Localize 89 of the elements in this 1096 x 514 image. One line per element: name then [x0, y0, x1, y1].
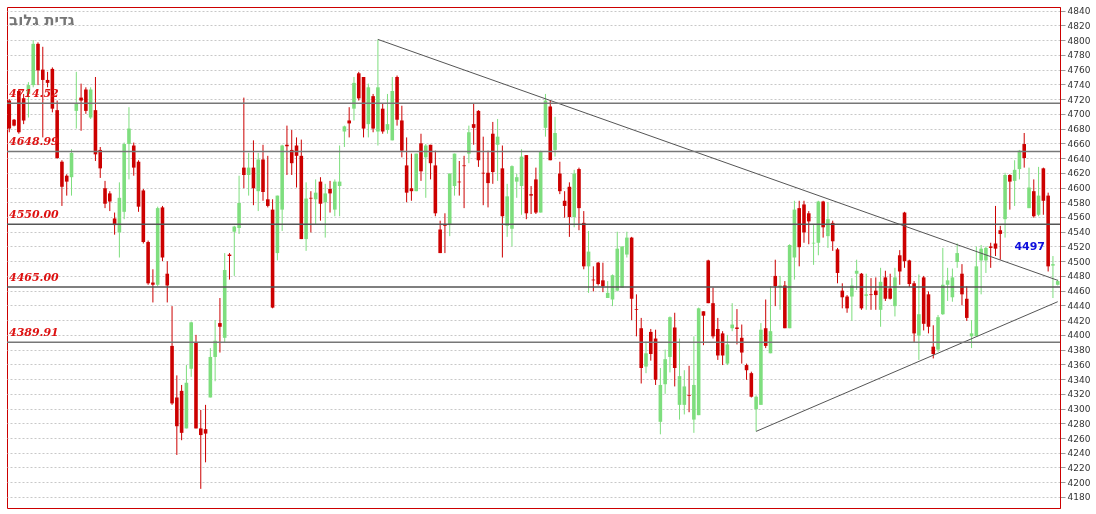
candlestick	[553, 116, 557, 158]
candlestick	[558, 161, 562, 195]
candlestick	[830, 220, 835, 252]
y-tick-label: 4380	[1067, 345, 1091, 356]
y-tick-label: 4660	[1067, 138, 1091, 149]
candlestick	[840, 282, 845, 309]
y-tick-label: 4700	[1067, 109, 1091, 120]
candlestick	[481, 136, 486, 206]
candlestick	[888, 273, 892, 300]
candlestick	[203, 404, 208, 463]
candlestick	[266, 155, 270, 208]
y-tick-label: 4620	[1067, 168, 1091, 179]
candlestick	[151, 268, 155, 303]
y-tick-label: 4780	[1067, 50, 1091, 61]
candlestick	[917, 273, 921, 361]
y-tick-label: 4580	[1067, 197, 1091, 208]
y-tick-label: 4680	[1067, 124, 1091, 135]
y-tick-label: 4800	[1067, 35, 1091, 46]
candlestick	[438, 220, 442, 254]
y-tick-label: 4240	[1067, 448, 1091, 459]
y-tick-label: 4820	[1067, 20, 1091, 31]
candlestick	[467, 125, 471, 164]
candlestick	[701, 310, 706, 346]
y-tick-label: 4200	[1067, 477, 1091, 488]
candlestick	[218, 297, 222, 354]
candlestick	[1008, 173, 1012, 211]
candlestick	[213, 319, 217, 382]
candlestick	[826, 201, 830, 249]
candlestick	[634, 293, 639, 337]
y-tick-label: 4180	[1067, 492, 1091, 503]
candlestick	[309, 190, 313, 233]
y-tick-label: 4640	[1067, 153, 1091, 164]
y-tick-label: 4720	[1067, 94, 1091, 105]
y-tick-label: 4320	[1067, 389, 1091, 400]
candlestick	[964, 285, 969, 322]
candlestick	[739, 324, 744, 365]
candlestick	[1027, 167, 1031, 209]
y-tick-label: 4460	[1067, 286, 1091, 297]
candlestick	[198, 409, 203, 490]
y-tick-label: 4840	[1067, 6, 1091, 17]
candlestick	[735, 308, 739, 345]
ref-line-label: 4389.91	[9, 326, 59, 340]
candlestick	[773, 259, 778, 307]
candlestick	[423, 143, 428, 199]
ref-line-label: 4465.00	[9, 270, 60, 284]
candlestick	[242, 97, 246, 189]
candlestick	[998, 225, 1003, 261]
y-tick-label: 4500	[1067, 256, 1091, 267]
chart-title: גדית גלוב	[9, 11, 75, 29]
y-tick-label: 4600	[1067, 183, 1091, 194]
candlestick	[850, 277, 854, 322]
y-tick-label: 4740	[1067, 79, 1091, 90]
candlestick	[945, 267, 950, 302]
y-tick-label: 4360	[1067, 359, 1091, 370]
candlestick	[864, 273, 869, 311]
candlestick	[687, 365, 691, 413]
candlestick	[730, 302, 734, 332]
y-tick-label: 4760	[1067, 65, 1091, 76]
y-tick-label: 4540	[1067, 227, 1091, 238]
y-tick-label: 4300	[1067, 404, 1091, 415]
candlestick	[443, 212, 447, 254]
y-tick-label: 4220	[1067, 462, 1091, 473]
candlestick	[1022, 132, 1027, 169]
candlestick	[931, 324, 936, 359]
annotation: 4497	[1014, 240, 1045, 253]
y-tick-label: 4520	[1067, 241, 1091, 252]
y-tick-label: 4480	[1067, 271, 1091, 282]
ref-line-label: 4550.00	[9, 208, 60, 222]
y-tick-label: 4340	[1067, 374, 1091, 385]
y-tick-label: 4400	[1067, 330, 1091, 341]
y-tick-label: 4260	[1067, 433, 1091, 444]
candlestick	[644, 340, 648, 374]
candlestick	[988, 242, 993, 269]
candlestick	[960, 263, 964, 306]
candlestick	[471, 103, 476, 146]
candlestick	[347, 106, 351, 138]
candlestick	[323, 183, 328, 239]
candlestick	[462, 155, 466, 209]
candlestick	[127, 106, 131, 180]
y-tick-label: 4440	[1067, 300, 1091, 311]
candlestick	[289, 129, 294, 176]
y-tick-label: 4280	[1067, 418, 1091, 429]
candlestick	[1051, 255, 1055, 299]
y-tick-label: 4560	[1067, 212, 1091, 223]
candlestick	[955, 243, 959, 269]
candlestick	[811, 223, 816, 266]
candlestick	[165, 260, 170, 303]
candlestick	[328, 180, 332, 214]
y-tick-label: 4420	[1067, 315, 1091, 326]
